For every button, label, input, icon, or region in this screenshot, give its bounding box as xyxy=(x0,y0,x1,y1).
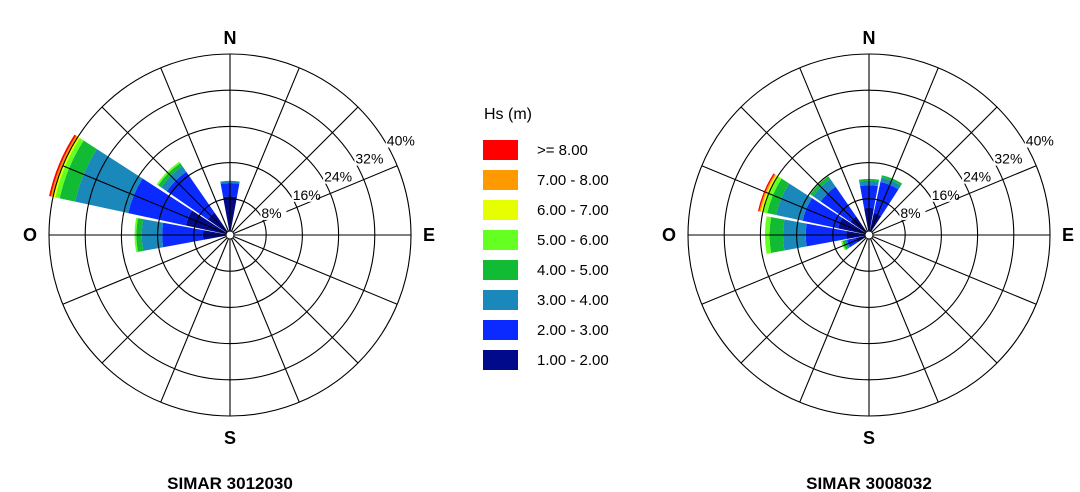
center-dot xyxy=(225,230,235,240)
legend-swatch xyxy=(483,140,518,160)
legend-swatch xyxy=(483,290,518,310)
petal-segment xyxy=(49,134,77,197)
legend-label: 4.00 - 5.00 xyxy=(537,262,609,279)
legend-label: 2.00 - 3.00 xyxy=(537,322,609,339)
petal-segment xyxy=(869,212,882,235)
spoke xyxy=(160,67,231,236)
spoke xyxy=(229,234,398,305)
wind-rose-right: 8% 16%24%32%40% N E S O SIMAR 3008032 xyxy=(662,28,1074,492)
spoke xyxy=(229,106,359,236)
spoke xyxy=(701,234,870,305)
legend-label: 1.00 - 2.00 xyxy=(537,352,609,369)
ring-label-bg xyxy=(385,133,412,148)
petal-segment xyxy=(185,210,230,235)
ring-label: 40% xyxy=(1026,133,1054,149)
ring-label: 32% xyxy=(994,151,1022,167)
ring-label-bg xyxy=(993,151,1020,166)
spoke xyxy=(160,234,231,403)
petal-segment xyxy=(757,173,775,212)
legend: Hs (m) >= 8.00 7.00 - 8.00 6.00 - 7.00 5.00… xyxy=(483,106,609,370)
spoke xyxy=(229,234,359,364)
ring-label: 8% xyxy=(261,205,281,221)
legend-label: 7.00 - 8.00 xyxy=(537,172,609,189)
rose-title: SIMAR 3012030 xyxy=(167,474,293,492)
spoke xyxy=(229,234,300,403)
wind-rose-left: 8% 16%24%32%40% N E S O SIMAR 3012030 xyxy=(23,28,435,492)
ring-label: 24% xyxy=(963,169,991,185)
petal-segment xyxy=(52,136,80,198)
legend-label: >= 8.00 xyxy=(537,142,588,159)
petal-segment xyxy=(75,149,143,214)
ring-label-bg xyxy=(899,205,926,220)
petal-segment xyxy=(59,140,97,202)
legend-label: 5.00 - 6.00 xyxy=(537,232,609,249)
spoke xyxy=(701,165,870,236)
compass-label: O xyxy=(23,225,37,245)
spoke xyxy=(101,234,231,364)
spoke xyxy=(740,234,870,364)
legend-swatch xyxy=(483,170,518,190)
spoke xyxy=(868,234,939,403)
petal-segment xyxy=(128,178,192,226)
ring-label: 16% xyxy=(932,187,960,203)
petal-segment xyxy=(767,178,790,215)
legend-label: 3.00 - 4.00 xyxy=(537,292,609,309)
ring-label-bg xyxy=(930,187,957,202)
compass-label: E xyxy=(423,225,435,245)
spoke xyxy=(868,106,998,236)
spoke xyxy=(868,234,998,364)
compass-label: S xyxy=(863,428,875,448)
compass-label: O xyxy=(662,225,676,245)
legend-swatch xyxy=(483,230,518,250)
spoke xyxy=(868,234,1037,305)
petal-segment xyxy=(846,237,858,248)
ring-label-bg xyxy=(260,205,287,220)
compass-label: N xyxy=(224,28,237,48)
ring-label-bg xyxy=(323,169,350,184)
legend-title: Hs (m) xyxy=(484,106,532,123)
legend-swatch xyxy=(483,200,518,220)
spoke xyxy=(799,234,870,403)
spoke xyxy=(740,106,870,236)
ring-label: 8% xyxy=(900,205,920,221)
petal-segment xyxy=(802,198,843,229)
ring-label: 16% xyxy=(293,187,321,203)
petals xyxy=(757,173,903,254)
compass-label: N xyxy=(863,28,876,48)
compass-label: S xyxy=(224,428,236,448)
center-dot xyxy=(864,230,874,240)
ring-label: 24% xyxy=(324,169,352,185)
legend-swatch xyxy=(483,320,518,340)
spoke xyxy=(62,165,231,236)
compass-label: E xyxy=(1062,225,1074,245)
ring-label-bg xyxy=(1024,133,1051,148)
legend-swatch xyxy=(483,260,518,280)
spoke xyxy=(229,67,300,236)
petal-segment xyxy=(156,161,181,186)
legend-label: 6.00 - 7.00 xyxy=(537,202,609,219)
ring-label-bg xyxy=(291,187,318,202)
petal-segment xyxy=(50,135,78,197)
spoke xyxy=(799,67,870,236)
rose-title: SIMAR 3008032 xyxy=(806,474,932,492)
petal-segment xyxy=(55,138,84,199)
spoke xyxy=(62,234,231,305)
petal-segment xyxy=(759,174,776,212)
spoke xyxy=(868,67,939,236)
petal-segment xyxy=(838,217,869,235)
legend-swatch xyxy=(483,350,518,370)
spoke xyxy=(101,106,231,236)
ring-label-bg xyxy=(962,169,989,184)
ring-label: 40% xyxy=(387,133,415,149)
ring-label: 32% xyxy=(355,151,383,167)
ring-label-bg xyxy=(354,151,381,166)
petal-segment xyxy=(776,183,812,221)
